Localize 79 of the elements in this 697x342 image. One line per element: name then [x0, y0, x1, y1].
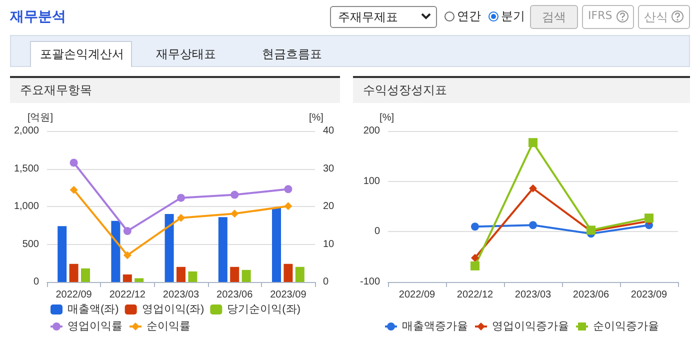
point [177, 214, 185, 222]
x-tick-label: 2023/09 [270, 290, 307, 300]
x-tick-label: 2023/03 [162, 290, 200, 300]
bar [81, 268, 90, 282]
y2-tick-label: 10 [323, 238, 335, 250]
bar [111, 220, 120, 282]
x-tick-label: 2023/09 [630, 290, 668, 300]
point [284, 185, 292, 194]
y-tick-label: 200 [363, 126, 380, 136]
y-tick-label: 100 [363, 176, 380, 187]
point [284, 202, 292, 210]
bar [122, 274, 132, 282]
y-tick-label: 1,500 [14, 163, 40, 174]
legend-label: 영업이익률 [68, 320, 123, 332]
point [528, 138, 538, 148]
x-tick-label: 2022/09 [56, 290, 92, 300]
legend-label: 영업이익증가율 [492, 320, 569, 332]
bar [58, 226, 67, 282]
x-tick-label: 2022/09 [398, 290, 436, 300]
text: 검색 [530, 5, 578, 29]
x-tick-label: 2022/12 [109, 290, 146, 300]
bar [176, 266, 186, 282]
bar [188, 271, 198, 282]
text: 분기 [501, 8, 525, 25]
x-tick-label: 2023/06 [572, 290, 610, 300]
point [123, 251, 132, 260]
text: 재무상태표 [156, 46, 216, 63]
bar [230, 266, 240, 282]
point [471, 254, 479, 262]
legend-label: 순이익률 [146, 320, 191, 332]
text: IFRS [588, 9, 612, 22]
text: 연간 [457, 8, 481, 25]
y-tick-label: -100 [360, 276, 380, 288]
point [70, 186, 78, 194]
text: 포괄손익계산서 [40, 46, 124, 63]
point [529, 221, 537, 230]
legend-label: 매출액증가율 [402, 320, 468, 332]
y2-axis-title: [%] [309, 112, 324, 124]
y-axis-title: [%] [380, 112, 394, 124]
text: 재무분석 [10, 8, 66, 26]
bar [164, 214, 174, 282]
y2-tick-label: 20 [323, 201, 335, 212]
y-tick-label: 2,000 [14, 126, 40, 136]
text: 현금흐름표 [262, 46, 322, 63]
bar [272, 208, 281, 282]
point [529, 184, 537, 192]
y-tick-label: 0 [33, 276, 40, 288]
y2-tick-label: 0 [323, 276, 329, 288]
x-tick-label: 2022/12 [456, 290, 494, 300]
bar [134, 278, 144, 282]
text: 주재무제표 [338, 9, 398, 26]
point [177, 194, 185, 202]
bar [295, 266, 304, 282]
point [70, 158, 78, 167]
point [471, 222, 479, 231]
y-tick-label: 500 [22, 238, 40, 250]
point [644, 214, 654, 223]
bar [242, 270, 251, 282]
point [230, 190, 239, 199]
y-axis-title: [억원] [27, 112, 54, 124]
bar [284, 264, 293, 282]
legend-label: 영업이익(좌) [142, 304, 204, 316]
x-tick-label: 2023/06 [216, 290, 254, 300]
bar [218, 217, 228, 282]
chart-title: 주요재무항목 [10, 76, 340, 103]
y-tick-label: 0 [374, 226, 380, 238]
y2-tick-label: 40 [323, 126, 335, 136]
bar [69, 264, 78, 282]
point [230, 210, 239, 218]
y2-tick-label: 30 [323, 163, 335, 174]
legend-label: 매출액(좌) [68, 304, 119, 316]
point [470, 261, 480, 270]
legend-label: 당기순이익(좌) [227, 304, 300, 316]
legend-label: 순이익증가율 [593, 320, 659, 332]
y-tick-label: 1,000 [14, 201, 40, 212]
chart-title: 수익성장성지표 [353, 76, 690, 103]
text: 산식 [644, 9, 668, 26]
x-tick-label: 2023/03 [514, 290, 552, 300]
point [123, 227, 132, 236]
